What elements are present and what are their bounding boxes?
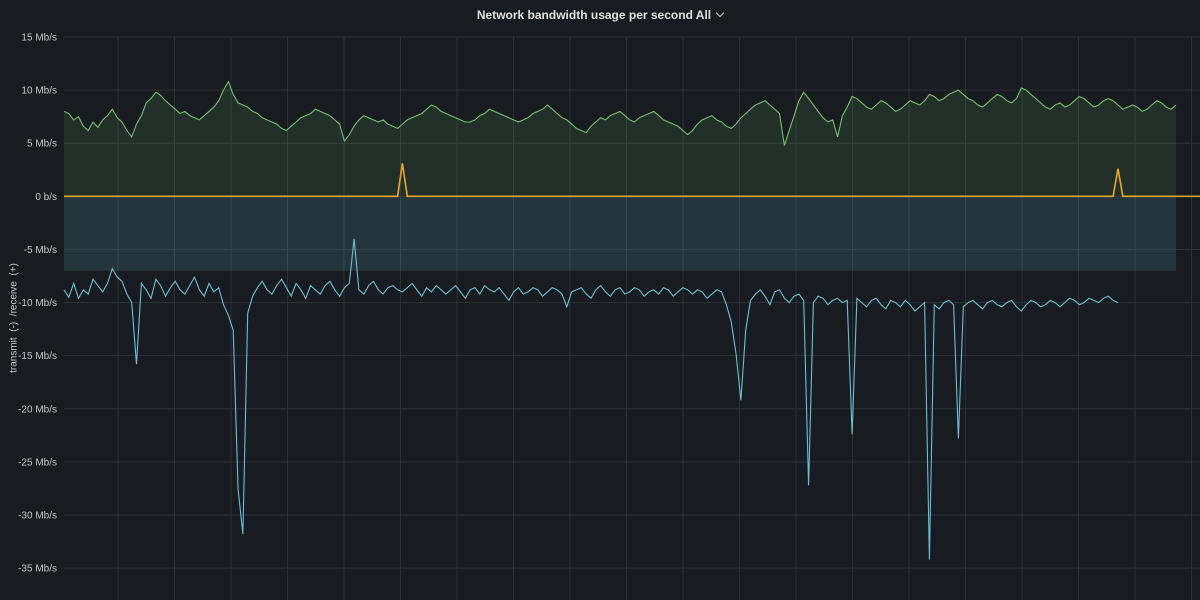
panel-header: Network bandwidth usage per second All <box>0 0 1200 30</box>
y-tick-label: -10 Mb/s <box>18 298 57 309</box>
transmit-area <box>64 196 1176 271</box>
y-tick-label: 0 b/s <box>35 192 57 203</box>
y-tick-label: -30 Mb/s <box>18 511 57 522</box>
y-tick-label: 10 Mb/s <box>21 86 57 97</box>
y-tick-label: -5 Mb/s <box>24 245 57 256</box>
receive-line <box>63 80 1177 146</box>
y-tick-label: -35 Mb/s <box>18 564 57 575</box>
y-tick-label: 15 Mb/s <box>21 33 57 44</box>
panel-title-menu[interactable]: Network bandwidth usage per second All <box>471 6 729 24</box>
y-tick-label: -25 Mb/s <box>18 457 57 468</box>
transmit-line <box>63 238 1119 560</box>
y-tick-label: 5 Mb/s <box>27 139 57 150</box>
y-tick-label: -15 Mb/s <box>18 351 57 362</box>
zero-line <box>64 163 1200 198</box>
receive-area <box>64 81 1176 197</box>
panel-title: Network bandwidth usage per second All <box>476 8 712 22</box>
y-tick-label: -20 Mb/s <box>18 404 57 415</box>
